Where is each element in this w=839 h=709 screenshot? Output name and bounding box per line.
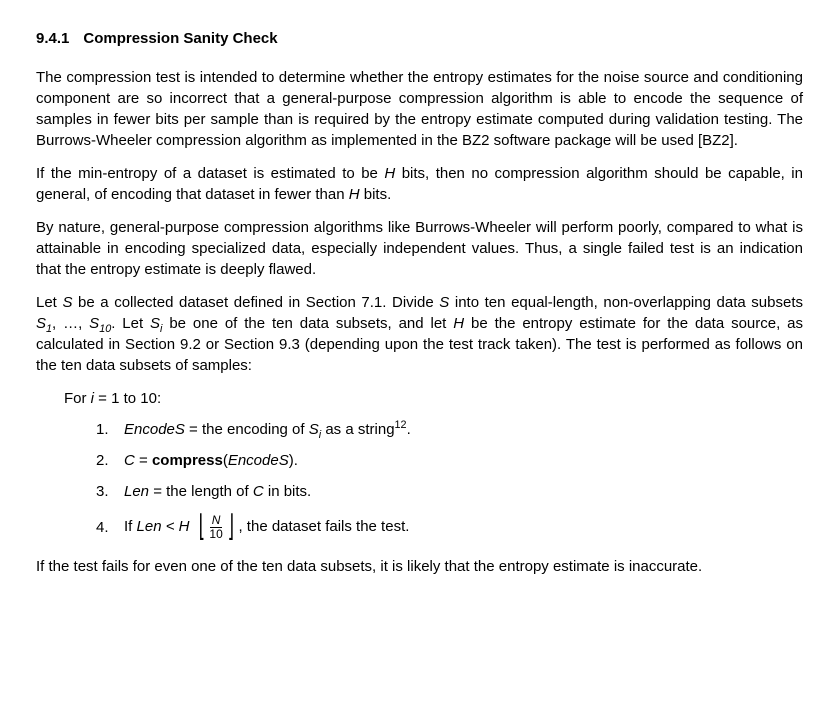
p4-var-H: H <box>453 315 464 332</box>
steps-list: 1. EncodeS = the encoding of Si as a str… <box>96 419 803 542</box>
p4-sub-10: 10 <box>99 323 111 335</box>
section-heading: 9.4.1 Compression Sanity Check <box>36 28 803 49</box>
p4-text-a: Let <box>36 294 62 311</box>
p4-text-b: be a collected dataset defined in Sectio… <box>72 294 439 311</box>
step-1-body: EncodeS = the encoding of Si as a string… <box>124 419 803 440</box>
p4-var-S: S <box>62 294 72 311</box>
step-4: 4. If Len < H ⌊ N 10 ⌋ , the dataset fai… <box>96 512 803 542</box>
section-title: Compression Sanity Check <box>83 30 277 47</box>
step-3-body: Len = the length of C in bits. <box>124 481 803 502</box>
p2-var-H2: H <box>349 186 360 203</box>
p4-var-S10: S <box>89 315 99 332</box>
section-number: 9.4.1 <box>36 28 69 49</box>
floor-left-bracket: ⌊ <box>198 512 204 542</box>
step-3: 3. Len = the length of C in bits. <box>96 481 803 502</box>
for-text-b: = 1 to 10: <box>94 390 161 407</box>
p4-var-S1: S <box>36 315 46 332</box>
step-2-body: C = compress(EncodeS). <box>124 450 803 471</box>
step-2-compress: compress <box>152 452 223 469</box>
step-3-text-c: in bits. <box>264 483 312 500</box>
step-4-lt: < <box>162 518 179 535</box>
paragraph-2: If the min-entropy of a dataset is estim… <box>36 163 803 205</box>
paragraph-5: If the test fails for even one of the te… <box>36 556 803 577</box>
step-1-text-b: = the encoding of <box>185 421 309 438</box>
step-2-C: C <box>124 452 135 469</box>
step-3-Len: Len <box>124 483 149 500</box>
p4-text-f: be one of the ten data subsets, and let <box>162 315 453 332</box>
step-3-C: C <box>253 483 264 500</box>
p4-text-e: . Let <box>111 315 150 332</box>
step-4-fraction: N 10 <box>207 514 224 541</box>
step-4-body: If Len < H ⌊ N 10 ⌋ , the dataset fails … <box>124 512 803 542</box>
p2-text-a: If the min-entropy of a dataset is estim… <box>36 165 384 182</box>
p4-var-Si: S <box>150 315 160 332</box>
paragraph-3: By nature, general-purpose compression a… <box>36 217 803 280</box>
paragraph-1: The compression test is intended to dete… <box>36 67 803 151</box>
step-1-encodes: EncodeS <box>124 421 185 438</box>
step-1-text-c: as a string <box>321 421 394 438</box>
step-3-text-b: = the length of <box>149 483 253 500</box>
p4-text-c: into ten equal-length, non-overlapping d… <box>449 294 803 311</box>
step-2-encodes: EncodeS <box>228 452 289 469</box>
step-4-Len: Len <box>137 518 162 535</box>
step-4-number: 4. <box>96 517 124 538</box>
step-1-text-d: . <box>407 421 411 438</box>
p4-text-d: , …, <box>52 315 89 332</box>
step-4-fraction-den: 10 <box>207 528 224 541</box>
p2-text-c: bits. <box>360 186 392 203</box>
floor-right-bracket: ⌋ <box>227 512 233 542</box>
step-1-footnote: 12 <box>395 419 407 431</box>
step-3-number: 3. <box>96 481 124 502</box>
step-1-number: 1. <box>96 419 124 440</box>
p2-var-H: H <box>384 165 395 182</box>
step-4-floor: ⌊ N 10 ⌋ <box>196 512 237 542</box>
paragraph-4: Let S be a collected dataset defined in … <box>36 292 803 376</box>
p4-var-S2: S <box>439 294 449 311</box>
for-loop-line: For i = 1 to 10: <box>64 388 803 409</box>
step-4-text-b: , the dataset fails the test. <box>238 518 409 535</box>
step-4-H: H <box>179 518 190 535</box>
step-4-fraction-num: N <box>210 514 223 528</box>
step-1-Si: S <box>309 421 319 438</box>
step-2-text-b: = <box>135 452 152 469</box>
step-2-text-d: ). <box>289 452 298 469</box>
step-2: 2. C = compress(EncodeS). <box>96 450 803 471</box>
for-text-a: For <box>64 390 91 407</box>
step-2-number: 2. <box>96 450 124 471</box>
step-4-text-a: If <box>124 518 137 535</box>
step-1: 1. EncodeS = the encoding of Si as a str… <box>96 419 803 440</box>
